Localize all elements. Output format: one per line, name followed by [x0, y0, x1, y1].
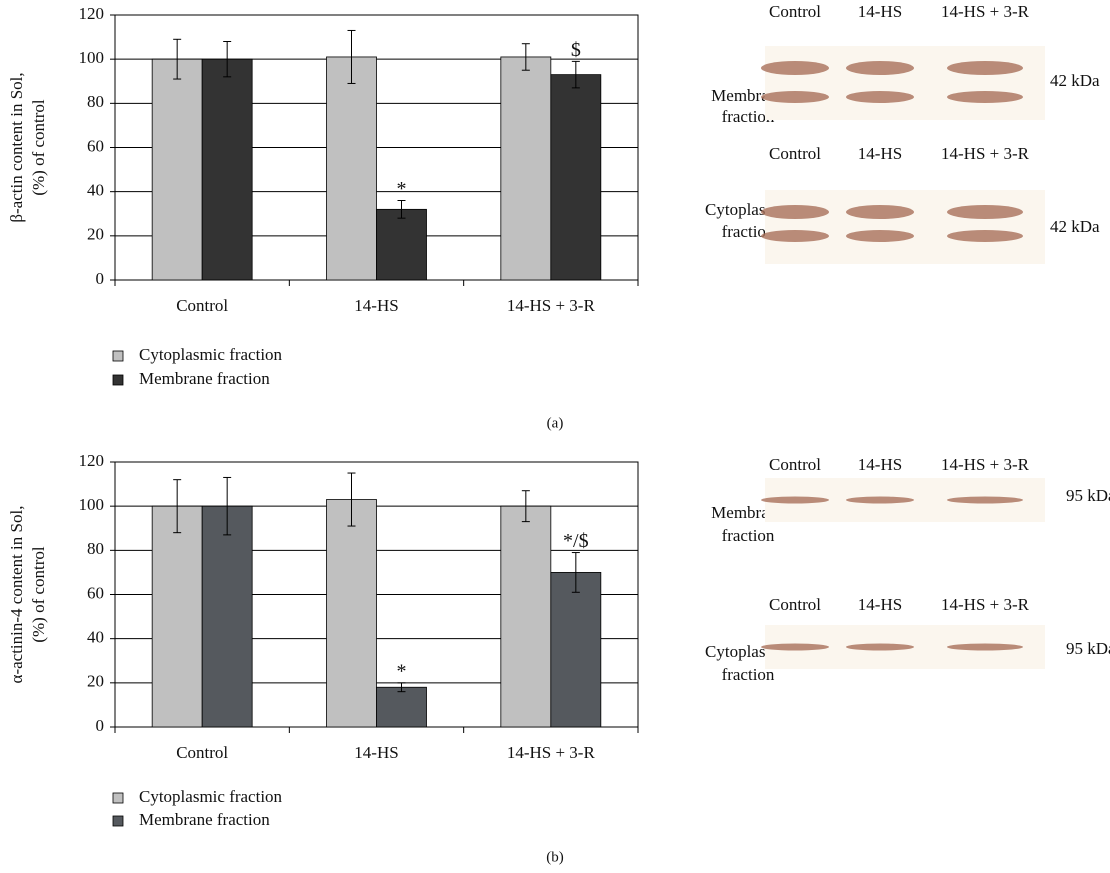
size-label: 95 kDa	[1066, 639, 1110, 658]
y-tick-label: 0	[96, 269, 105, 288]
figure: 020406080100120β-actin content in Sol,(%…	[0, 0, 1110, 873]
bar	[377, 209, 427, 280]
legend-label: Membrane fraction	[139, 369, 270, 388]
bar	[202, 506, 252, 727]
y-axis-label: (%) of control	[29, 546, 48, 643]
y-tick-label: 0	[96, 716, 105, 735]
blot-band	[761, 91, 829, 103]
bar	[551, 572, 601, 727]
bar	[551, 75, 601, 280]
y-axis-label: β-actin content in Sol,	[7, 72, 26, 222]
y-tick-label: 60	[87, 136, 104, 155]
blot-band	[846, 497, 914, 504]
lane-label: Control	[769, 455, 821, 474]
bar	[327, 57, 377, 280]
y-tick-label: 20	[87, 225, 104, 244]
legend-swatch	[113, 375, 123, 385]
blot-band	[947, 497, 1023, 504]
blot-band	[947, 230, 1023, 242]
y-axis-label: α-actinin-4 content in Sol,	[7, 506, 26, 684]
legend-swatch	[113, 816, 123, 826]
blot-band	[846, 61, 914, 75]
y-tick-label: 80	[87, 539, 104, 558]
x-tick-label: Control	[176, 743, 228, 762]
row-label: fraction	[722, 526, 775, 545]
y-tick-label: 60	[87, 583, 104, 602]
bar	[377, 687, 427, 727]
blot-band	[846, 230, 914, 242]
y-tick-label: 120	[79, 4, 105, 23]
lane-label: 14-HS + 3-R	[941, 144, 1030, 163]
size-label: 95 kDa	[1066, 486, 1110, 505]
blot-band	[761, 205, 829, 219]
blot-band	[761, 230, 829, 242]
lane-label: 14-HS	[858, 2, 902, 21]
lane-label: 14-HS + 3-R	[941, 2, 1030, 21]
blot-band	[947, 91, 1023, 103]
x-tick-label: Control	[176, 296, 228, 315]
significance-marker: *	[397, 178, 407, 200]
panel-label: (a)	[547, 415, 564, 431]
lane-label: 14-HS	[858, 144, 902, 163]
blot-band	[761, 644, 829, 651]
y-tick-label: 40	[87, 181, 104, 200]
blot-band	[761, 61, 829, 75]
lane-label: 14-HS	[858, 595, 902, 614]
blot-background	[765, 46, 1045, 120]
y-tick-label: 100	[79, 48, 105, 67]
bar	[152, 506, 202, 727]
panel-label: (b)	[546, 849, 564, 865]
significance-marker: */$	[563, 530, 589, 552]
size-label: 42 kDa	[1050, 217, 1100, 236]
lane-label: Control	[769, 595, 821, 614]
legend-label: Membrane fraction	[139, 810, 270, 829]
blot-background	[765, 190, 1045, 264]
lane-label: Control	[769, 144, 821, 163]
legend-label: Cytoplasmic fraction	[139, 787, 283, 806]
blot-band	[846, 205, 914, 219]
significance-marker: *	[397, 660, 407, 682]
bar	[501, 506, 551, 727]
x-tick-label: 14-HS + 3-R	[507, 296, 596, 315]
size-label: 42 kDa	[1050, 71, 1100, 90]
lane-label: 14-HS	[858, 455, 902, 474]
blot-band	[846, 644, 914, 651]
x-tick-label: 14-HS + 3-R	[507, 743, 596, 762]
y-tick-label: 20	[87, 672, 104, 691]
y-axis-label: (%) of control	[29, 99, 48, 196]
y-tick-label: 100	[79, 495, 105, 514]
lane-label: Control	[769, 2, 821, 21]
legend-label: Cytoplasmic fraction	[139, 345, 283, 364]
blot-band	[947, 205, 1023, 219]
blot-band	[947, 644, 1023, 651]
x-tick-label: 14-HS	[354, 296, 398, 315]
y-tick-label: 80	[87, 92, 104, 111]
blot-band	[846, 91, 914, 103]
x-tick-label: 14-HS	[354, 743, 398, 762]
bar	[501, 57, 551, 280]
legend-swatch	[113, 793, 123, 803]
y-tick-label: 40	[87, 628, 104, 647]
blot-band	[947, 61, 1023, 75]
legend-swatch	[113, 351, 123, 361]
y-tick-label: 120	[79, 451, 105, 470]
significance-marker: $	[571, 39, 581, 61]
lane-label: 14-HS + 3-R	[941, 455, 1030, 474]
bar	[152, 59, 202, 280]
blot-band	[761, 497, 829, 504]
lane-label: 14-HS + 3-R	[941, 595, 1030, 614]
bar	[327, 500, 377, 727]
bar	[202, 59, 252, 280]
